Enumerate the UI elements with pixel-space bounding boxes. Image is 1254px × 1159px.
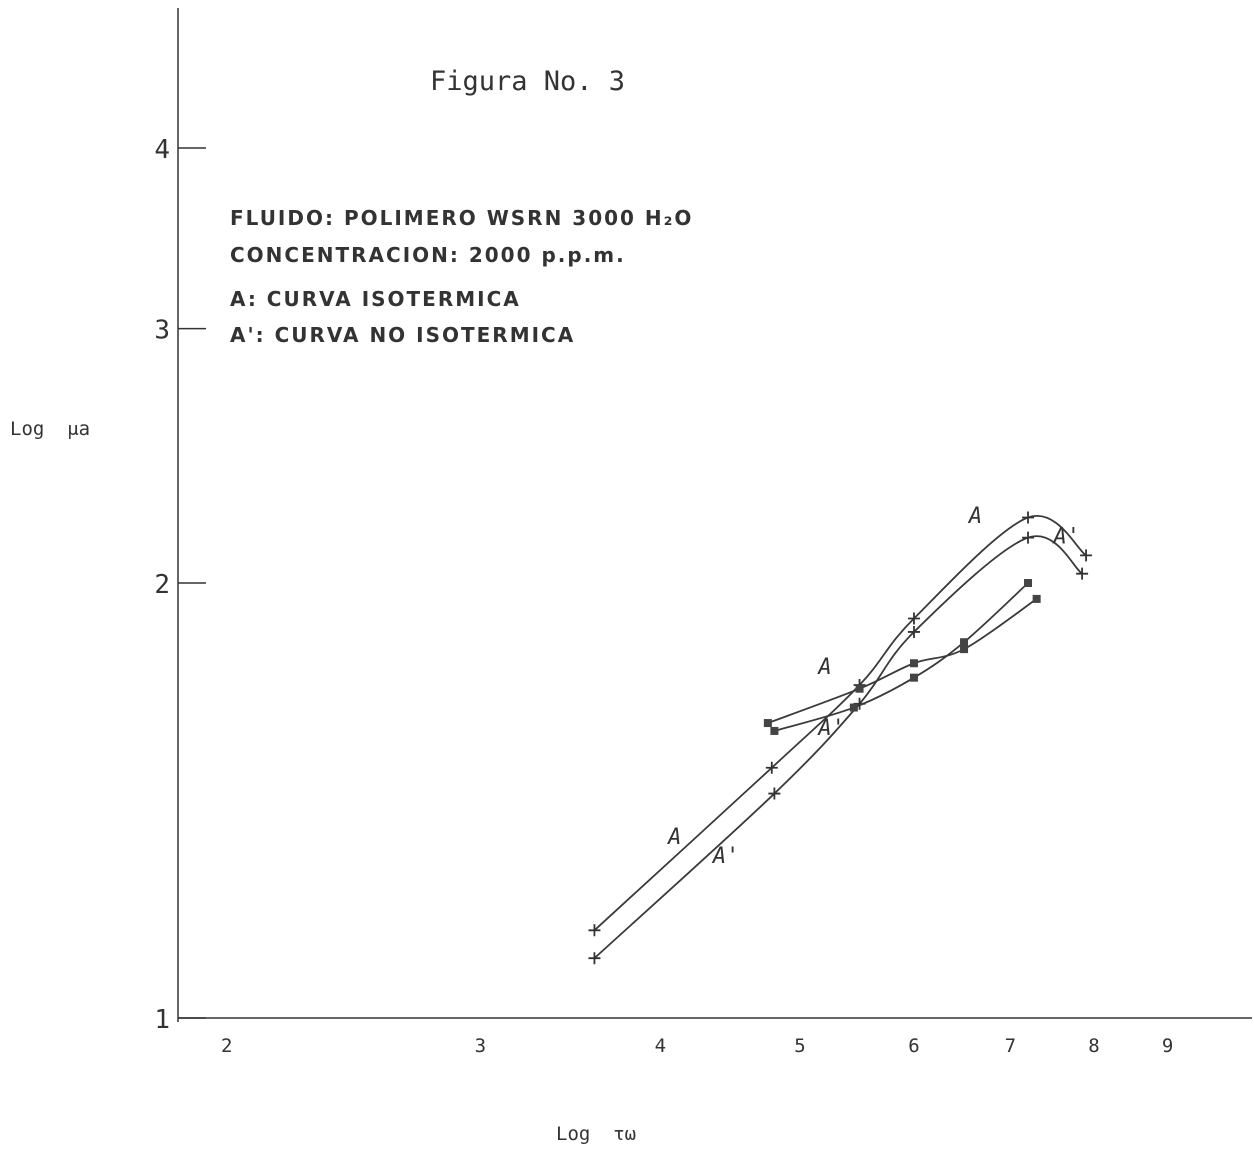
data-point — [588, 924, 601, 937]
curve-label: A — [967, 504, 982, 529]
data-point — [960, 638, 969, 647]
curve-label: A' — [816, 716, 845, 741]
x-tick-label: 4 — [655, 1035, 666, 1057]
x-axis-label: Log τω — [556, 1123, 636, 1145]
data-point — [849, 703, 858, 712]
data-point — [763, 719, 772, 728]
data-point — [770, 726, 779, 735]
data-point — [1076, 567, 1089, 580]
data-point — [1080, 549, 1093, 562]
y-tick-label: 4 — [154, 135, 170, 165]
data-point — [907, 625, 920, 638]
data-point — [768, 787, 781, 800]
data-point — [960, 645, 969, 654]
note-curve-a: A: CURVA ISOTERMICA — [230, 287, 521, 311]
x-tick-label: 3 — [475, 1035, 486, 1057]
curve-label: A' — [711, 844, 740, 869]
y-tick-label: 2 — [154, 570, 170, 600]
y-tick-label: 1 — [154, 1005, 170, 1035]
series-line — [767, 598, 1038, 724]
data-point — [1032, 594, 1041, 603]
axes — [177, 8, 1252, 1022]
note-curve-a-prime: A': CURVA NO ISOTERMICA — [230, 323, 575, 347]
y-tick-label: 3 — [154, 316, 170, 346]
chart-title: Figura No. 3 — [430, 66, 625, 97]
data-point — [765, 761, 778, 774]
curve-label: A — [666, 825, 681, 850]
data-point — [588, 952, 601, 965]
data-point — [909, 659, 918, 668]
series-layer — [588, 511, 1093, 965]
x-tick-label: 6 — [908, 1035, 919, 1057]
series-line — [774, 582, 1029, 732]
data-point — [909, 673, 918, 682]
note-concentration: CONCENTRACION: 2000 p.p.m. — [230, 243, 626, 267]
curve-label: A' — [1052, 524, 1081, 549]
series-line — [593, 535, 1083, 959]
curve-labels: A A' A A' A A' — [666, 504, 1080, 869]
y-ticks: 1 2 3 4 — [154, 135, 206, 1035]
data-point — [907, 612, 920, 625]
data-point — [1022, 531, 1035, 544]
x-tick-label: 8 — [1088, 1035, 1099, 1057]
x-tick-label: 7 — [1005, 1035, 1016, 1057]
x-tick-label: 5 — [794, 1035, 805, 1057]
x-ticks: 2 3 4 5 6 7 8 9 — [221, 1035, 1173, 1057]
data-point — [1022, 511, 1035, 524]
y-axis-label: Log μa — [10, 418, 90, 440]
data-point — [855, 684, 864, 693]
data-point — [1024, 579, 1033, 588]
curve-label: A — [816, 655, 831, 680]
x-tick-label: 9 — [1162, 1035, 1173, 1057]
notes: FLUIDO: POLIMERO WSRN 3000 H₂O CONCENTRA… — [230, 206, 693, 347]
x-tick-label: 2 — [221, 1035, 232, 1057]
note-fluid: FLUIDO: POLIMERO WSRN 3000 H₂O — [230, 206, 693, 230]
